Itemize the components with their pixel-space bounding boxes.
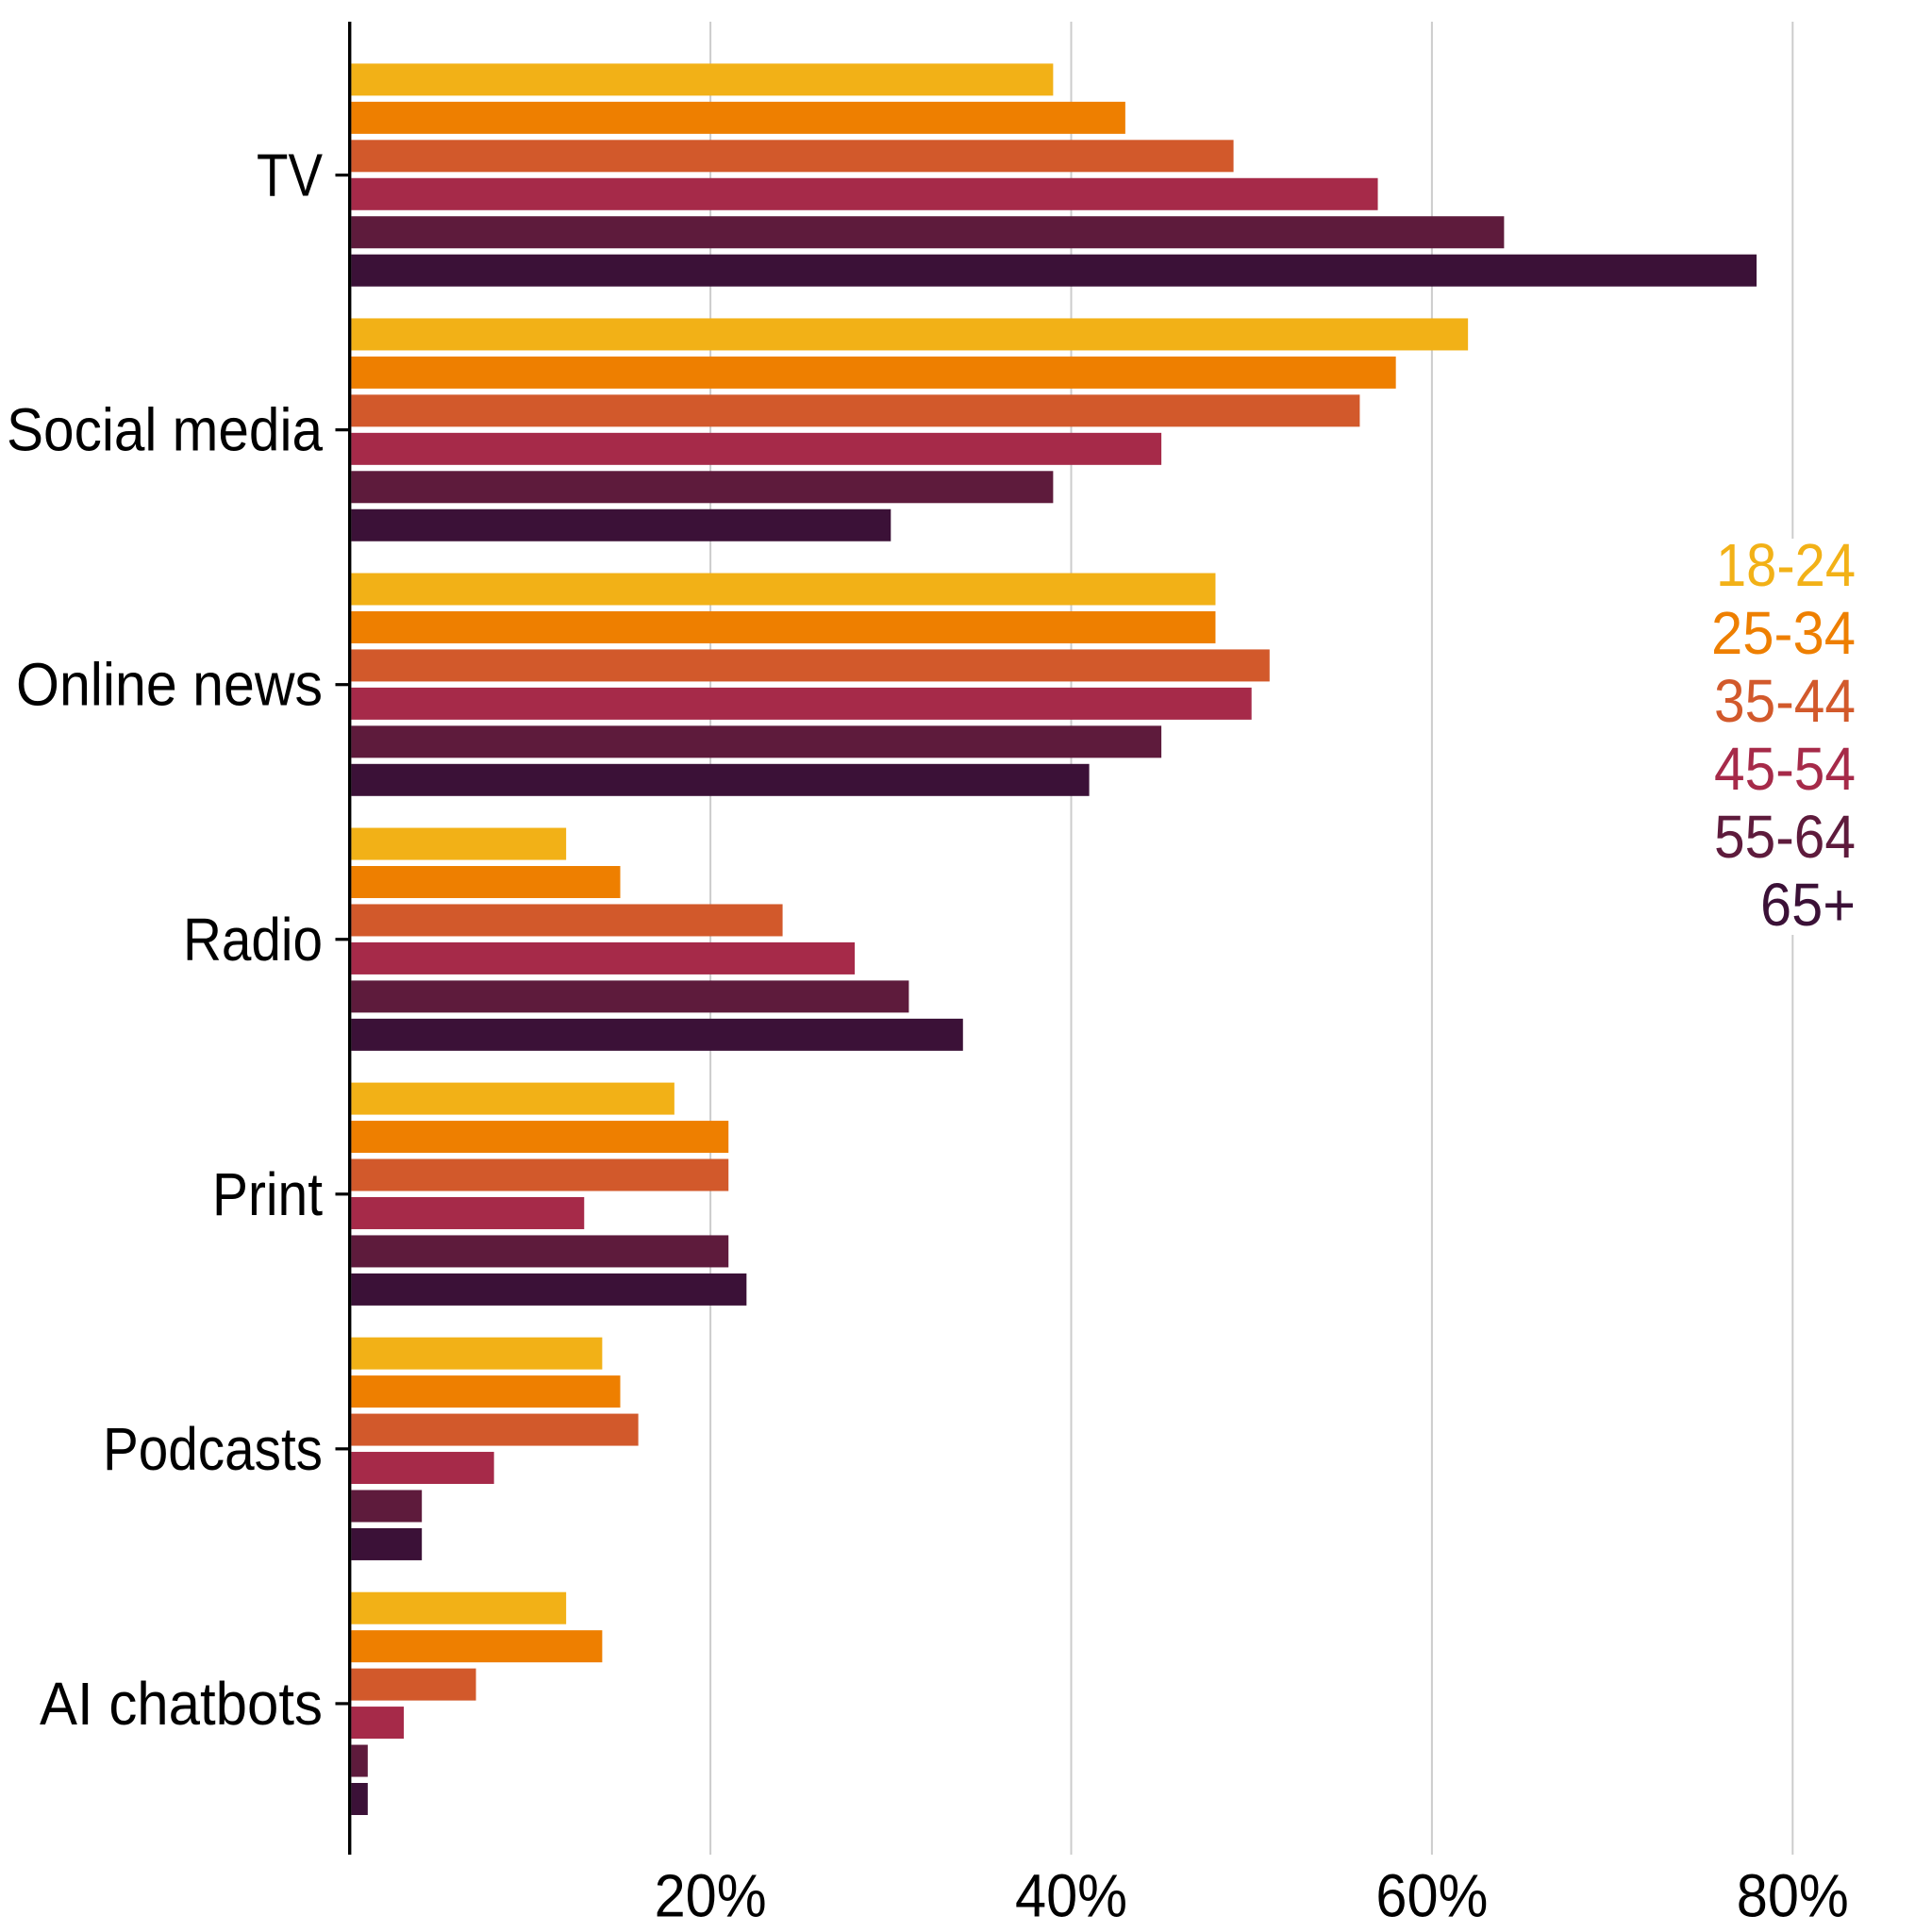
svg-text:18-24: 18-24 [1716,531,1856,599]
svg-text:AI chatbots: AI chatbots [40,1670,323,1738]
svg-text:20%: 20% [655,1861,767,1929]
svg-text:80%: 80% [1737,1861,1849,1929]
svg-text:TV: TV [257,142,323,209]
svg-text:55-64: 55-64 [1714,803,1856,871]
svg-text:Podcasts: Podcasts [103,1415,323,1483]
svg-text:65+: 65+ [1760,871,1856,939]
svg-text:Print: Print [212,1160,323,1228]
svg-text:40%: 40% [1015,1861,1127,1929]
svg-text:45-54: 45-54 [1714,735,1856,803]
svg-text:Online news: Online news [16,651,323,719]
svg-text:25-34: 25-34 [1711,599,1856,667]
svg-text:60%: 60% [1375,1861,1488,1929]
svg-text:35-44: 35-44 [1714,667,1856,735]
svg-text:Social media: Social media [7,396,323,464]
svg-text:Radio: Radio [183,906,323,974]
